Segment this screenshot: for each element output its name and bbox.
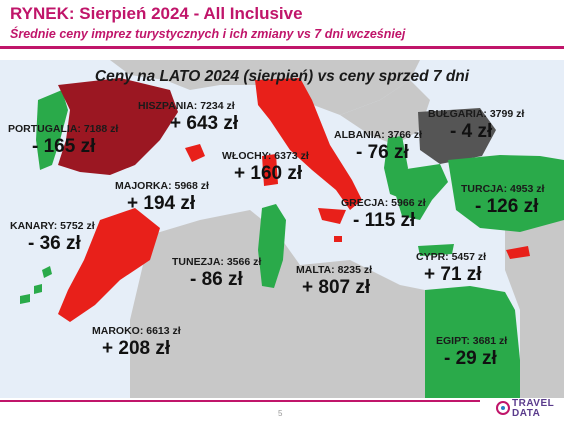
map-bulgaria xyxy=(418,108,496,164)
map-sardynia xyxy=(262,154,278,186)
label-wlochy-price: WŁOCHY: 6373 zł xyxy=(222,150,309,162)
map-shapes xyxy=(20,60,564,398)
label-albania: ALBANIA: 3766 zł - 76 zł xyxy=(334,129,422,164)
map-kanary-2 xyxy=(34,284,42,294)
label-kanary-change: - 36 zł xyxy=(28,233,81,254)
label-wlochy: WŁOCHY: 6373 zł + 160 zł xyxy=(222,150,309,185)
label-maroko-change: + 208 zł xyxy=(102,338,171,359)
map-cypr xyxy=(506,246,530,259)
map-majorka xyxy=(185,144,205,162)
label-bulgaria-change: - 4 zł xyxy=(450,121,493,142)
label-bulgaria: BUŁGARIA: 3799 zł - 4 zł xyxy=(428,108,524,143)
label-grecja: GRECJA: 5966 zł - 115 zł xyxy=(341,197,426,232)
label-egipt: EGIPT: 3681 zł - 29 zł xyxy=(436,335,507,370)
label-maroko: MAROKO: 6613 zł + 208 zł xyxy=(92,325,181,360)
map xyxy=(0,60,564,398)
label-malta-price: MALTA: 8235 zł xyxy=(296,264,373,276)
label-turcja: TURCJA: 4953 zł - 126 zł xyxy=(461,183,544,218)
label-portugalia: PORTUGALIA: 7188 zł - 165 zł xyxy=(8,123,118,158)
map-egipt xyxy=(425,286,520,398)
map-kanary-1 xyxy=(20,294,30,304)
label-malta-change: + 807 zł xyxy=(302,277,371,298)
globe-icon xyxy=(496,401,510,415)
map-sycylia xyxy=(318,208,346,224)
map-wlochy xyxy=(255,78,362,210)
slide-subtitle: Średnie ceny imprez turystycznych i ich … xyxy=(10,27,406,41)
label-portugalia-price: PORTUGALIA: 7188 zł xyxy=(8,123,119,135)
label-egipt-price: EGIPT: 3681 zł xyxy=(436,335,508,347)
label-albania-change: - 76 zł xyxy=(356,142,409,163)
label-cypr-change: + 71 zł xyxy=(424,264,482,285)
label-cypr: CYPR: 5457 zł + 71 zł xyxy=(416,251,486,286)
land-europe xyxy=(110,60,420,115)
logo-line-2: DATA xyxy=(512,408,541,419)
label-kanary-price: KANARY: 5752 zł xyxy=(10,220,95,232)
label-turcja-price: TURCJA: 4953 zł xyxy=(461,183,545,195)
label-wlochy-change: + 160 zł xyxy=(234,163,303,184)
map-turcja xyxy=(448,155,564,232)
label-egipt-change: - 29 zł xyxy=(444,348,497,369)
label-tunezja-change: - 86 zł xyxy=(190,269,243,290)
map-hiszpania xyxy=(58,78,178,175)
label-majorka: MAJORKA: 5968 zł + 194 zł xyxy=(115,180,209,215)
slide-title: RYNEK: Sierpień 2024 - All Inclusive xyxy=(10,4,303,23)
footer-divider xyxy=(0,400,480,402)
map-maroko xyxy=(58,208,160,322)
page-number: 5 xyxy=(278,409,283,418)
label-albania-price: ALBANIA: 3766 zł xyxy=(334,129,423,141)
land-balkans xyxy=(340,80,430,145)
label-maroko-price: MAROKO: 6613 zł xyxy=(92,325,181,337)
map-malta xyxy=(334,236,342,242)
label-turcja-change: - 126 zł xyxy=(475,196,539,217)
land-algeria-libya xyxy=(130,210,425,398)
map-heading: Ceny na LATO 2024 (sierpień) vs ceny spr… xyxy=(94,68,470,85)
label-portugalia-change: - 165 zł xyxy=(32,136,96,157)
label-tunezja: TUNEZJA: 3566 zł - 86 zł xyxy=(172,256,261,291)
label-grecja-change: - 115 zł xyxy=(353,210,416,231)
travel-data-logo: TRAVEL DATA xyxy=(496,398,558,422)
map-portugalia xyxy=(36,90,68,170)
label-hiszpania: HISZPANIA: 7234 zł + 643 zł xyxy=(138,100,238,135)
label-kanary: KANARY: 5752 zł - 36 zł xyxy=(10,220,95,255)
map-grecja xyxy=(396,164,448,220)
map-tunezja xyxy=(258,204,286,288)
label-majorka-change: + 194 zł xyxy=(127,193,196,214)
label-majorka-price: MAJORKA: 5968 zł xyxy=(115,180,209,192)
label-bulgaria-price: BUŁGARIA: 3799 zł xyxy=(428,108,525,120)
label-grecja-price: GRECJA: 5966 zł xyxy=(341,197,426,209)
map-kreta xyxy=(418,244,454,256)
label-tunezja-price: TUNEZJA: 3566 zł xyxy=(172,256,262,268)
logo-line-1: TRAVEL xyxy=(512,398,555,409)
label-cypr-price: CYPR: 5457 zł xyxy=(416,251,487,263)
label-hiszpania-price: HISZPANIA: 7234 zł xyxy=(138,100,235,112)
header-divider xyxy=(0,46,564,49)
label-hiszpania-change: + 643 zł xyxy=(170,113,239,134)
map-kanary-3 xyxy=(42,266,52,278)
label-malta: MALTA: 8235 zł + 807 zł xyxy=(296,264,372,299)
